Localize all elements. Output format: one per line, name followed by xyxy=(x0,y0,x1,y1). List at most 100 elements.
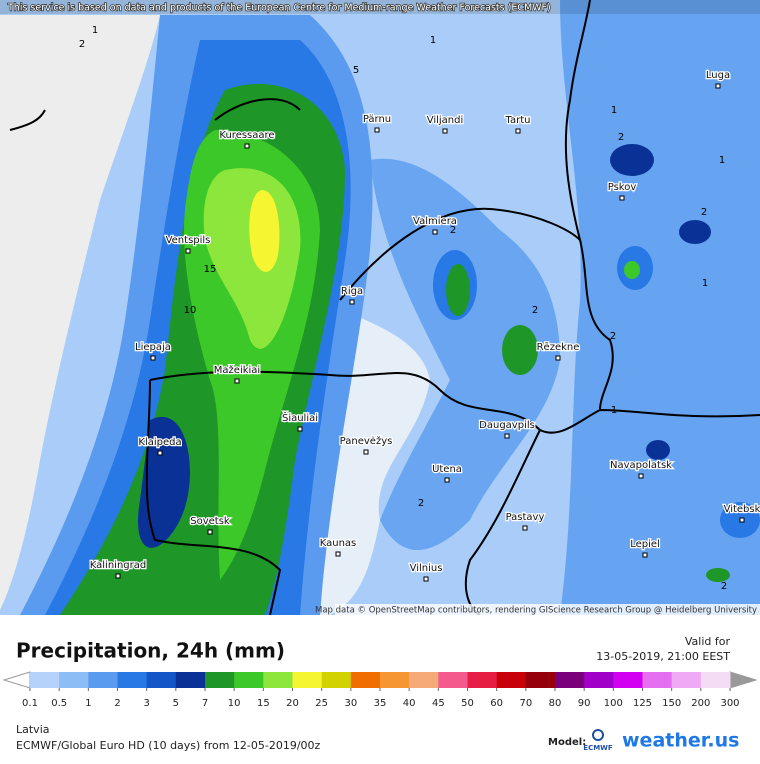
border xyxy=(145,379,282,615)
city-dot xyxy=(297,426,303,432)
city-label: Vilnius xyxy=(410,563,443,574)
band xyxy=(249,190,280,272)
band xyxy=(679,220,711,244)
brand: weather.us xyxy=(622,730,739,752)
city-label: Daugavpils xyxy=(479,420,535,431)
contour-label: 2 xyxy=(532,305,538,316)
legend: 0.1 0.5 1 2 3 5 7 10 15 20 25 30 35 40 45 50 60 70 80 90 100… xyxy=(2,671,758,709)
contour-label: 2 xyxy=(79,39,85,50)
legend-tick-label: 60 xyxy=(490,698,503,709)
city-dot xyxy=(207,529,213,535)
contour-label: 2 xyxy=(721,581,727,592)
contour-label: 10 xyxy=(184,305,197,316)
contour-label: 1 xyxy=(702,278,708,289)
legend-swatch xyxy=(88,672,118,688)
city-dot xyxy=(442,128,448,134)
legend-tick-label: 150 xyxy=(662,698,681,709)
legend-swatch xyxy=(671,672,702,688)
city-dot xyxy=(234,378,240,384)
contour-label: 15 xyxy=(204,264,217,275)
city-dot xyxy=(432,229,438,235)
legend-swatch xyxy=(496,672,527,688)
legend-swatch xyxy=(117,672,148,688)
city-label: Liepaja xyxy=(135,342,171,353)
city-dot xyxy=(522,525,528,531)
city-dot xyxy=(185,248,191,254)
legend-tick-label: 100 xyxy=(604,698,623,709)
legend-tick-label: 50 xyxy=(461,698,474,709)
legend-swatch xyxy=(613,672,643,688)
map: Kuressaare Pärnu Viljandi Tartu Luga Pskov Val… xyxy=(0,0,760,616)
band xyxy=(624,261,640,279)
city-dot xyxy=(739,517,745,523)
city-label: Pastavy xyxy=(506,512,545,523)
legend-tick-label: 35 xyxy=(374,698,387,709)
legend-tick-label: 5 xyxy=(173,698,179,709)
city-dot xyxy=(638,473,644,479)
legend-swatch xyxy=(321,672,352,688)
footer: Precipitation, 24h (mm) Valid for 13-05-… xyxy=(2,635,758,752)
city-label: Lepiel xyxy=(630,539,660,550)
legend-swatch xyxy=(205,672,235,688)
contour-label: 2 xyxy=(450,225,456,236)
attribution: This service is based on data and produc… xyxy=(7,3,551,14)
contour-label: 2 xyxy=(418,498,424,509)
contour-label: 2 xyxy=(618,132,624,143)
legend-swatch xyxy=(175,672,206,688)
border xyxy=(9,98,301,131)
city-label: Riga xyxy=(341,286,363,297)
border xyxy=(149,370,331,381)
legend-tick-label: 0.5 xyxy=(51,698,67,709)
legend-tick-label: 200 xyxy=(691,698,710,709)
contour-label: 2 xyxy=(701,207,707,218)
city-label: Tartu xyxy=(505,115,531,126)
city-dot xyxy=(423,576,429,582)
border xyxy=(579,239,614,411)
legend-swatch xyxy=(30,672,60,688)
ecmwf-icon xyxy=(592,729,604,741)
band xyxy=(370,158,560,551)
attribution-bg xyxy=(0,0,760,14)
map-credit: Map data © OpenStreetMap contributors, r… xyxy=(315,606,757,616)
legend-tick-label: 45 xyxy=(432,698,445,709)
contour-label: 2 xyxy=(610,331,616,342)
legend-tick-label: 30 xyxy=(344,698,357,709)
band xyxy=(502,325,538,375)
city-label: Šiauliai xyxy=(282,411,318,424)
title: Precipitation, 24h (mm) xyxy=(16,639,285,663)
legend-tick-label: 90 xyxy=(578,698,591,709)
legend-swatch xyxy=(263,672,293,688)
city-dot xyxy=(444,477,450,483)
city-dot xyxy=(157,450,163,456)
legend-tick-label: 1 xyxy=(85,698,91,709)
legend-swatch xyxy=(467,672,498,688)
city-dot xyxy=(642,552,648,558)
valid-label: Valid for xyxy=(685,635,731,648)
city-label: Kuressaare xyxy=(219,130,274,141)
border xyxy=(329,372,760,434)
legend-arrow xyxy=(729,671,758,689)
region: Latvia xyxy=(16,723,50,736)
city-label: Mažeikiai xyxy=(214,364,260,376)
city-dot xyxy=(515,128,521,134)
band xyxy=(610,144,654,176)
legend-swatch xyxy=(438,672,468,688)
city-label: Kaunas xyxy=(320,538,357,549)
city-label: Pärnu xyxy=(363,114,391,125)
dry-sea xyxy=(0,15,160,610)
city-dot xyxy=(335,551,341,557)
city-dot xyxy=(715,83,721,89)
city-label: Sovetsk xyxy=(190,516,230,527)
legend-swatch xyxy=(409,672,439,688)
legend-tick-label: 15 xyxy=(257,698,270,709)
city-label: Luga xyxy=(706,70,730,81)
city-label: Kaliningrad xyxy=(90,560,146,571)
band xyxy=(706,568,730,582)
legend-tick-label: 3 xyxy=(143,698,149,709)
legend-tick-label: 2 xyxy=(114,698,120,709)
valid-time: 13-05-2019, 21:00 EEST xyxy=(596,650,730,663)
city-label: Vitebsk xyxy=(724,504,760,515)
border xyxy=(339,0,591,301)
